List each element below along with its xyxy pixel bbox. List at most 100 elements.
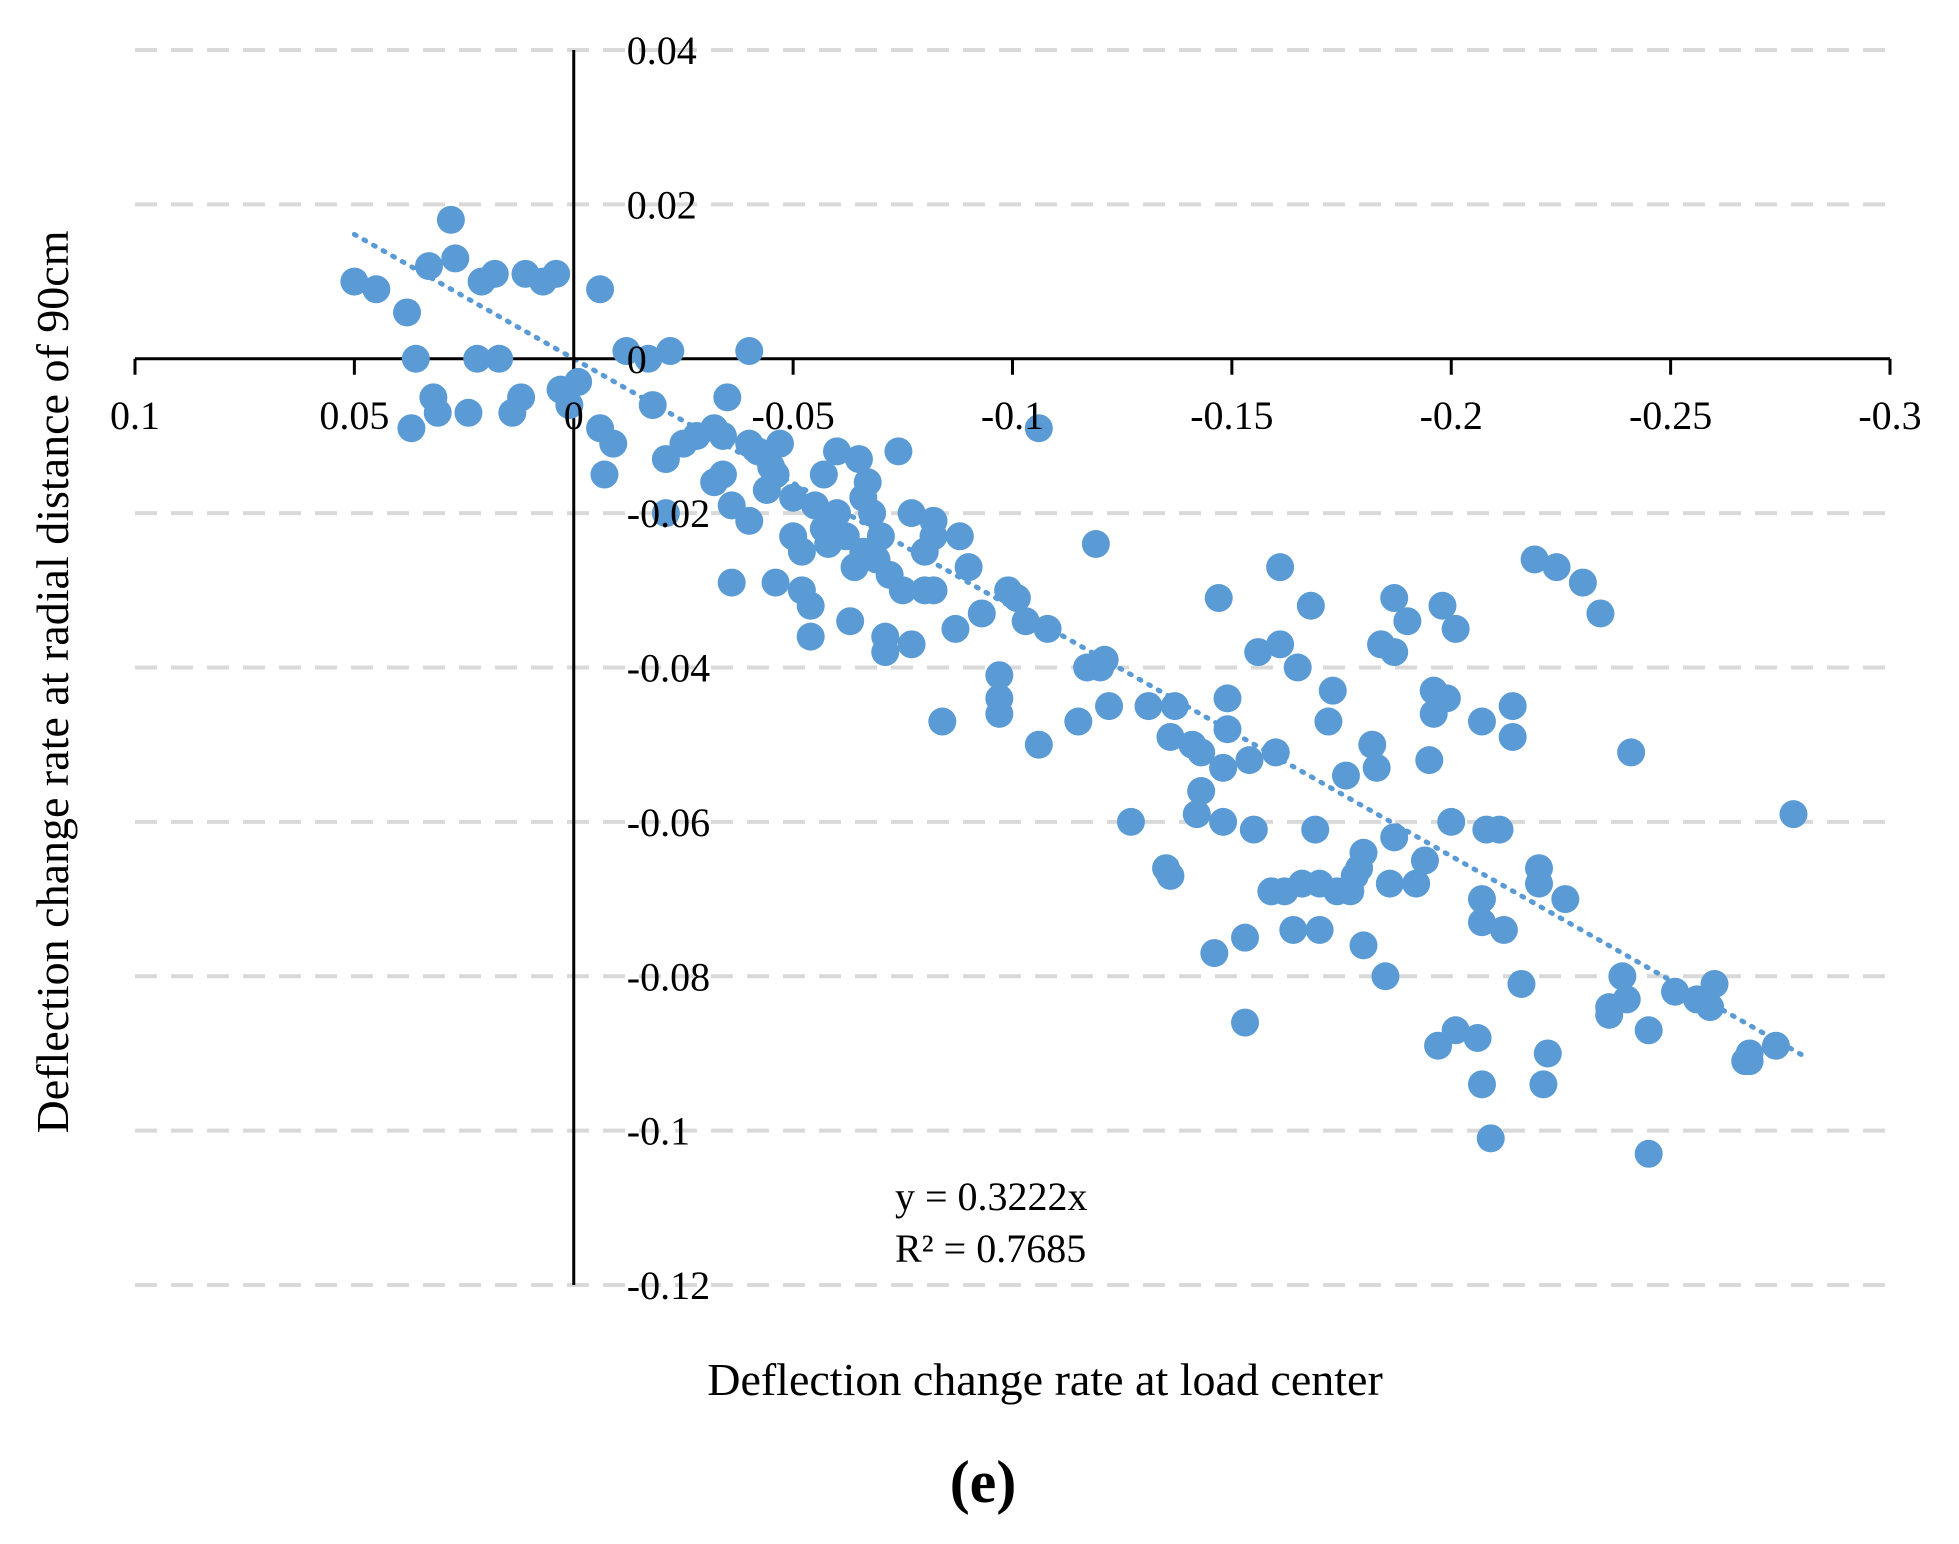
- x-tick-label: -0.1: [981, 393, 1044, 438]
- data-point: [1296, 591, 1325, 620]
- y-tick-label: -0.06: [627, 800, 710, 845]
- data-point: [1542, 553, 1571, 582]
- data-point: [1634, 1139, 1663, 1168]
- data-point: [787, 537, 816, 566]
- data-point: [1467, 908, 1496, 937]
- y-tick-label: 0.02: [627, 182, 697, 227]
- y-tick-label: -0.1: [627, 1109, 690, 1154]
- tick-labels: 0.1 0.05 0 -0.05 -0.1 -0.15 -0.2 -0.25 -0.3 0.04 0…: [110, 28, 1922, 1308]
- data-point: [555, 391, 584, 420]
- data-point: [1231, 923, 1260, 952]
- data-point: [1090, 645, 1119, 674]
- data-point: [1467, 1070, 1496, 1099]
- data-point: [1187, 777, 1216, 805]
- y-tick-label: -0.04: [627, 646, 710, 691]
- data-point: [1586, 599, 1615, 628]
- data-point: [945, 522, 974, 551]
- data-point: [713, 383, 742, 412]
- data-point: [1525, 854, 1553, 883]
- data-point: [1358, 730, 1387, 759]
- data-point: [1213, 684, 1242, 713]
- data-point: [853, 468, 882, 497]
- data-point: [1520, 545, 1549, 574]
- data-point: [708, 460, 737, 489]
- data-point: [599, 429, 628, 458]
- data-point: [1200, 939, 1229, 968]
- data-point: [414, 252, 443, 281]
- data-point: [1612, 985, 1641, 1014]
- data-point: [1441, 1016, 1470, 1045]
- data-point: [1266, 630, 1295, 659]
- data-point: [858, 499, 887, 528]
- data-point: [1081, 530, 1110, 558]
- data-point: [1371, 962, 1400, 991]
- data-point: [1402, 869, 1431, 898]
- data-point: [393, 298, 422, 327]
- data-point: [884, 437, 913, 466]
- data-point: [401, 344, 430, 373]
- data-point: [507, 383, 536, 412]
- data-point: [1231, 1008, 1260, 1037]
- data-point: [436, 205, 465, 234]
- data-point: [985, 661, 1014, 690]
- data-point: [638, 391, 667, 420]
- data-point: [1700, 969, 1729, 998]
- y-tick-label: -0.12: [627, 1263, 710, 1308]
- grid-lines: [135, 48, 1890, 1287]
- data-point: [1568, 568, 1597, 597]
- data-point: [1661, 977, 1690, 1006]
- data-point: [1380, 823, 1409, 852]
- data-point: [836, 607, 865, 636]
- r-squared-label: R² = 0.7685: [895, 1226, 1086, 1271]
- data-point: [1393, 607, 1422, 636]
- data-point: [871, 622, 900, 651]
- data-point: [1380, 638, 1409, 667]
- y-tick-label: 0: [627, 337, 647, 382]
- data-point: [1266, 553, 1295, 582]
- x-tick-label: 0: [564, 393, 584, 438]
- data-point: [761, 568, 790, 597]
- x-tick-label: -0.05: [751, 393, 834, 438]
- data-point: [485, 344, 514, 373]
- x-tick-label: -0.25: [1629, 393, 1712, 438]
- data-point: [1349, 838, 1378, 867]
- data-point: [1617, 738, 1646, 767]
- data-point: [1485, 815, 1514, 844]
- data-point: [1314, 707, 1343, 736]
- data-point: [480, 259, 509, 288]
- data-point: [1498, 722, 1527, 751]
- x-tick-label: -0.15: [1190, 393, 1273, 438]
- data-point: [1761, 1031, 1790, 1060]
- data-point: [1213, 715, 1242, 744]
- data-point: [928, 707, 957, 736]
- data-point: [1463, 1024, 1492, 1052]
- data-point: [634, 344, 663, 373]
- data-point: [1349, 931, 1378, 960]
- data-point: [1507, 969, 1536, 998]
- data-point: [1134, 692, 1163, 721]
- data-point: [866, 522, 895, 551]
- data-point: [1235, 746, 1264, 775]
- data-point: [967, 599, 996, 628]
- data-point: [844, 445, 873, 474]
- data-point: [985, 699, 1014, 728]
- data-point: [796, 591, 825, 620]
- data-point: [796, 622, 825, 651]
- trendline: [351, 231, 1805, 1058]
- x-tick-label: 0.05: [319, 393, 389, 438]
- data-point: [1209, 753, 1238, 782]
- data-point: [1437, 807, 1466, 836]
- data-point: [735, 337, 764, 366]
- data-point: [651, 499, 680, 528]
- data-point: [1498, 692, 1527, 721]
- trendline-path: [351, 231, 1805, 1058]
- data-point: [897, 630, 926, 659]
- data-point: [1024, 414, 1053, 443]
- data-point: [919, 506, 948, 535]
- data-point: [1533, 1039, 1562, 1068]
- x-tick-label: -0.3: [1858, 393, 1921, 438]
- data-point: [1467, 885, 1496, 914]
- data-point: [954, 553, 983, 582]
- data-point: [1305, 915, 1334, 944]
